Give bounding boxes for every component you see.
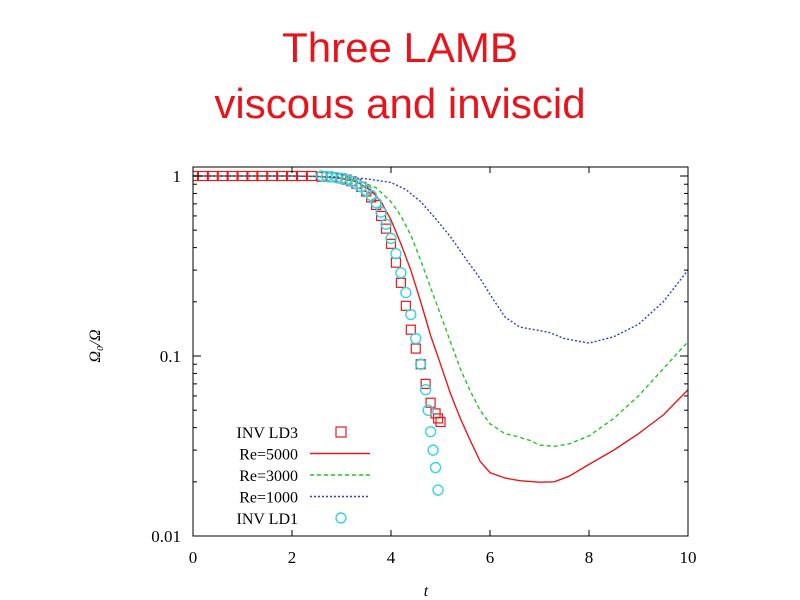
series-re-1000 (193, 175, 688, 344)
legend-label: INV LD1 (237, 511, 298, 528)
data-point-circle (405, 308, 417, 321)
data-point-square (395, 277, 406, 288)
series-inv-ld3 (193, 170, 446, 428)
legend-swatch (335, 512, 347, 524)
data-point-circle (432, 484, 444, 496)
series-line (193, 175, 688, 448)
data-point-circle (370, 197, 382, 209)
data-point-square (237, 170, 248, 182)
legend-swatch (335, 426, 347, 438)
data-point-circle (429, 461, 442, 474)
data-point-square (425, 397, 436, 408)
data-point-circle (340, 173, 353, 186)
data-point-circle (400, 286, 412, 299)
slide-title-line1: Three LAMB (282, 24, 518, 71)
data-point-square (267, 170, 278, 182)
data-point-square (277, 170, 288, 182)
data-point-square (376, 210, 387, 222)
legend-label: INV LD3 (237, 425, 298, 442)
x-axis-label: t (424, 583, 429, 600)
data-point-circle (390, 248, 402, 260)
data-point-square (420, 378, 431, 389)
y-tick-label: 0.1 (160, 347, 181, 366)
x-tick-label: 0 (189, 548, 198, 567)
y-axis-label: Ω₀/Ω (87, 329, 104, 362)
x-tick-label: 2 (288, 548, 297, 567)
data-point-square (217, 170, 228, 182)
data-point-circle (385, 232, 397, 245)
x-tick-label: 6 (486, 548, 495, 567)
legend: INV LD3 Re=5000 Re=3000 Re=1000 INV LD1 (237, 425, 370, 528)
data-point-circle (424, 425, 437, 438)
data-point-square (296, 170, 307, 182)
series-layer (193, 170, 688, 496)
data-point-square (432, 413, 444, 424)
data-point-square (385, 238, 397, 249)
y-tick-label: 1 (173, 167, 182, 186)
x-tick-label: 4 (387, 548, 396, 567)
legend-label: Re=5000 (239, 447, 298, 464)
y-tick-label: 0.01 (151, 527, 181, 546)
data-point-circle (427, 444, 439, 456)
plot-frame (192, 166, 689, 537)
series-inv-ld1 (316, 170, 444, 496)
data-point-circle (375, 206, 387, 218)
data-point-square (405, 324, 416, 335)
axes-layer: 0 2 4 6 8 10 1 0.1 0.01 (151, 167, 697, 567)
data-point-circle (415, 358, 427, 370)
data-point-square (380, 223, 392, 234)
legend-label: Re=3000 (239, 468, 298, 485)
data-point-square (247, 170, 258, 182)
series-line (193, 175, 688, 344)
series-re-3000 (193, 175, 688, 448)
data-point-circle (422, 404, 434, 416)
data-point-circle (419, 383, 432, 396)
data-point-square (435, 416, 446, 428)
data-point-circle (395, 267, 407, 279)
data-point-circle (410, 332, 422, 345)
x-tick-label: 10 (680, 548, 697, 567)
data-point-square (227, 170, 238, 182)
data-point-square (257, 170, 268, 182)
data-point-square (390, 257, 402, 268)
data-point-square (410, 343, 421, 354)
data-point-square (207, 170, 218, 182)
data-point-circle (380, 218, 392, 230)
legend-label: Re=1000 (239, 490, 298, 507)
x-tick-label: 8 (585, 548, 594, 567)
slide-title-line2: viscous and inviscid (214, 80, 586, 127)
data-point-square (400, 300, 411, 311)
